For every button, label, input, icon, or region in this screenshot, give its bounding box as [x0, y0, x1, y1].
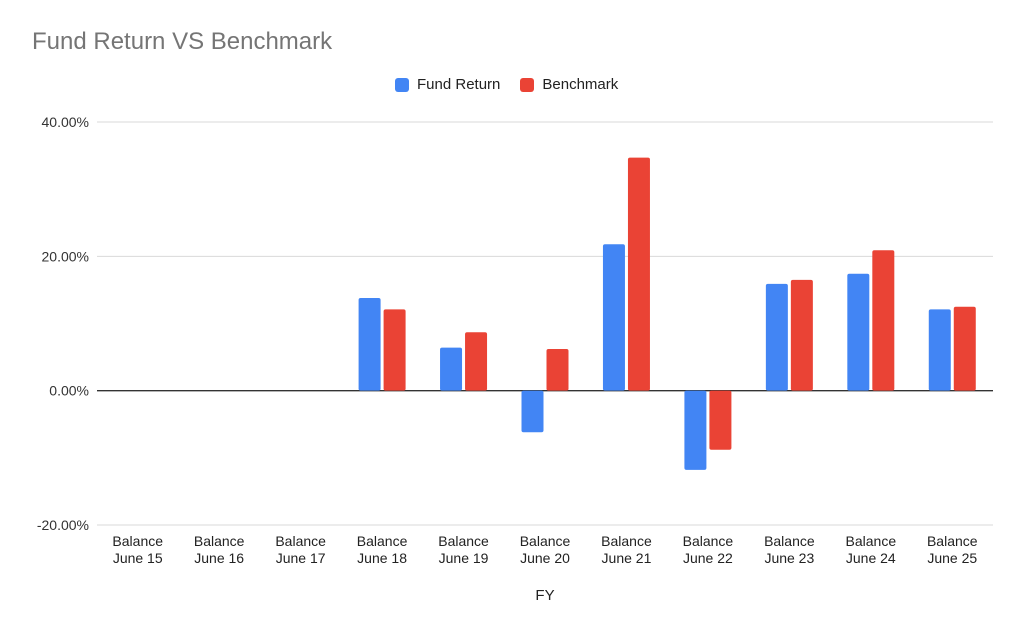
legend-swatch-benchmark — [520, 77, 535, 92]
x-tick-label: Balance — [357, 533, 408, 549]
legend-item-benchmark[interactable]: Benchmark — [520, 76, 618, 93]
x-tick-label: Balance — [112, 533, 163, 549]
y-tick-label: 0.00% — [49, 383, 89, 399]
x-tick-label: Balance — [438, 533, 489, 549]
bar-benchmark — [383, 309, 406, 391]
bar-fund-return — [684, 390, 707, 470]
y-tick-label: 20.00% — [42, 248, 89, 264]
x-tick-label: Balance — [927, 533, 978, 549]
bar-benchmark — [546, 349, 569, 391]
x-tick-label: Balance — [520, 533, 571, 549]
x-tick-label: June 24 — [846, 550, 896, 566]
legend-label-benchmark: Benchmark — [542, 76, 619, 93]
bar-benchmark — [953, 306, 976, 391]
x-tick-label: June 17 — [276, 550, 326, 566]
bar-benchmark — [790, 279, 813, 391]
x-tick-label: June 20 — [520, 550, 570, 566]
chart-legend: Fund Return Benchmark — [395, 76, 618, 93]
x-tick-label: Balance — [683, 533, 734, 549]
bar-fund-return — [765, 283, 788, 391]
bar-fund-return — [928, 309, 951, 391]
bar-fund-return — [521, 390, 544, 433]
bar-fund-return — [847, 273, 870, 391]
bar-benchmark — [465, 332, 488, 391]
x-tick-label: Balance — [275, 533, 326, 549]
legend-swatch-fund-return — [395, 77, 409, 92]
x-tick-label: June 16 — [194, 550, 244, 566]
x-axis-label: FY — [535, 587, 554, 604]
legend-label-fund-return: Fund Return — [417, 76, 501, 93]
bar-benchmark — [627, 157, 650, 391]
bar-benchmark — [872, 250, 895, 391]
x-tick-label: Balance — [846, 533, 897, 549]
x-tick-label: June 22 — [683, 550, 733, 566]
x-tick-label: June 18 — [357, 550, 407, 566]
chart-title: Fund Return VS Benchmark — [32, 28, 333, 55]
x-tick-label: June 15 — [113, 550, 163, 566]
x-tick-label: June 19 — [439, 550, 489, 566]
bar-fund-return — [440, 347, 463, 391]
y-tick-label: 40.00% — [42, 114, 89, 130]
bar-fund-return — [602, 244, 625, 391]
x-tick-label: June 21 — [602, 550, 652, 566]
y-tick-label: -20.00% — [37, 517, 89, 533]
x-tick-label: June 25 — [927, 550, 977, 566]
x-tick-label: Balance — [194, 533, 245, 549]
bar-benchmark — [709, 390, 732, 450]
x-tick-label: June 23 — [764, 550, 814, 566]
bar-fund-return — [358, 297, 381, 391]
legend-item-fund-return[interactable]: Fund Return — [395, 76, 500, 93]
x-tick-label: Balance — [764, 533, 815, 549]
x-tick-label: Balance — [601, 533, 652, 549]
